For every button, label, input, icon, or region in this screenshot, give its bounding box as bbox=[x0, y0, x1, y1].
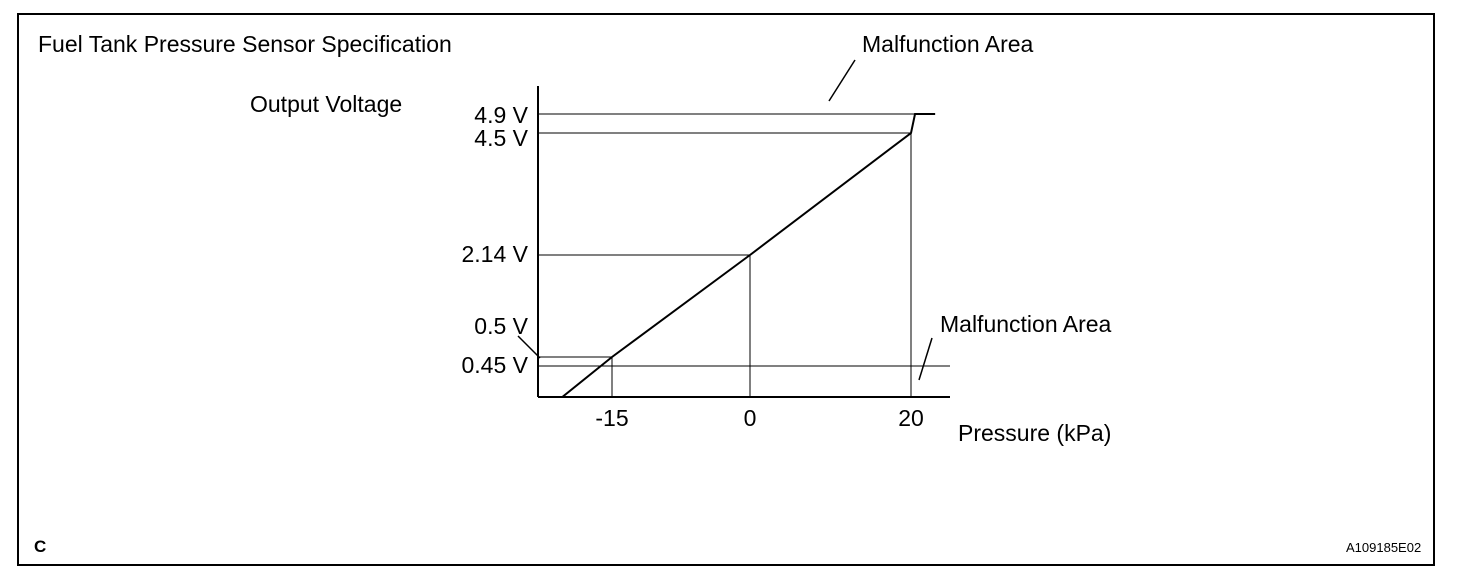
chart-title: Fuel Tank Pressure Sensor Specification bbox=[38, 31, 452, 57]
y-tick-label-0.5v: 0.5 V bbox=[474, 313, 528, 339]
malfunction-area-label-bottom: Malfunction Area bbox=[940, 311, 1112, 337]
x-tick-label-0: 0 bbox=[743, 405, 757, 431]
figure-frame bbox=[17, 13, 1435, 566]
malfunction-leader-top bbox=[828, 59, 856, 102]
y-tick-label-0.45v: 0.45 V bbox=[461, 352, 529, 378]
series-line-0 bbox=[561, 113, 936, 398]
x-tick-label-20: 20 bbox=[898, 405, 924, 431]
leader-0-5v bbox=[517, 335, 541, 359]
y-tick-label-4.9v: 4.9 V bbox=[474, 102, 528, 128]
y-axis-label: Output Voltage bbox=[250, 91, 403, 117]
y-tick-label-2.14v: 2.14 V bbox=[461, 241, 529, 267]
y-tick-label-4.5v: 4.5 V bbox=[474, 125, 528, 151]
x-axis-label: Pressure (kPa) bbox=[958, 420, 1112, 446]
malfunction-area-label-top: Malfunction Area bbox=[862, 31, 1034, 57]
figure-code: A109185E02 bbox=[1346, 540, 1422, 555]
x-tick-label--15: -15 bbox=[595, 405, 629, 431]
malfunction-leader-bottom bbox=[918, 337, 933, 381]
corner-label: C bbox=[34, 537, 47, 556]
